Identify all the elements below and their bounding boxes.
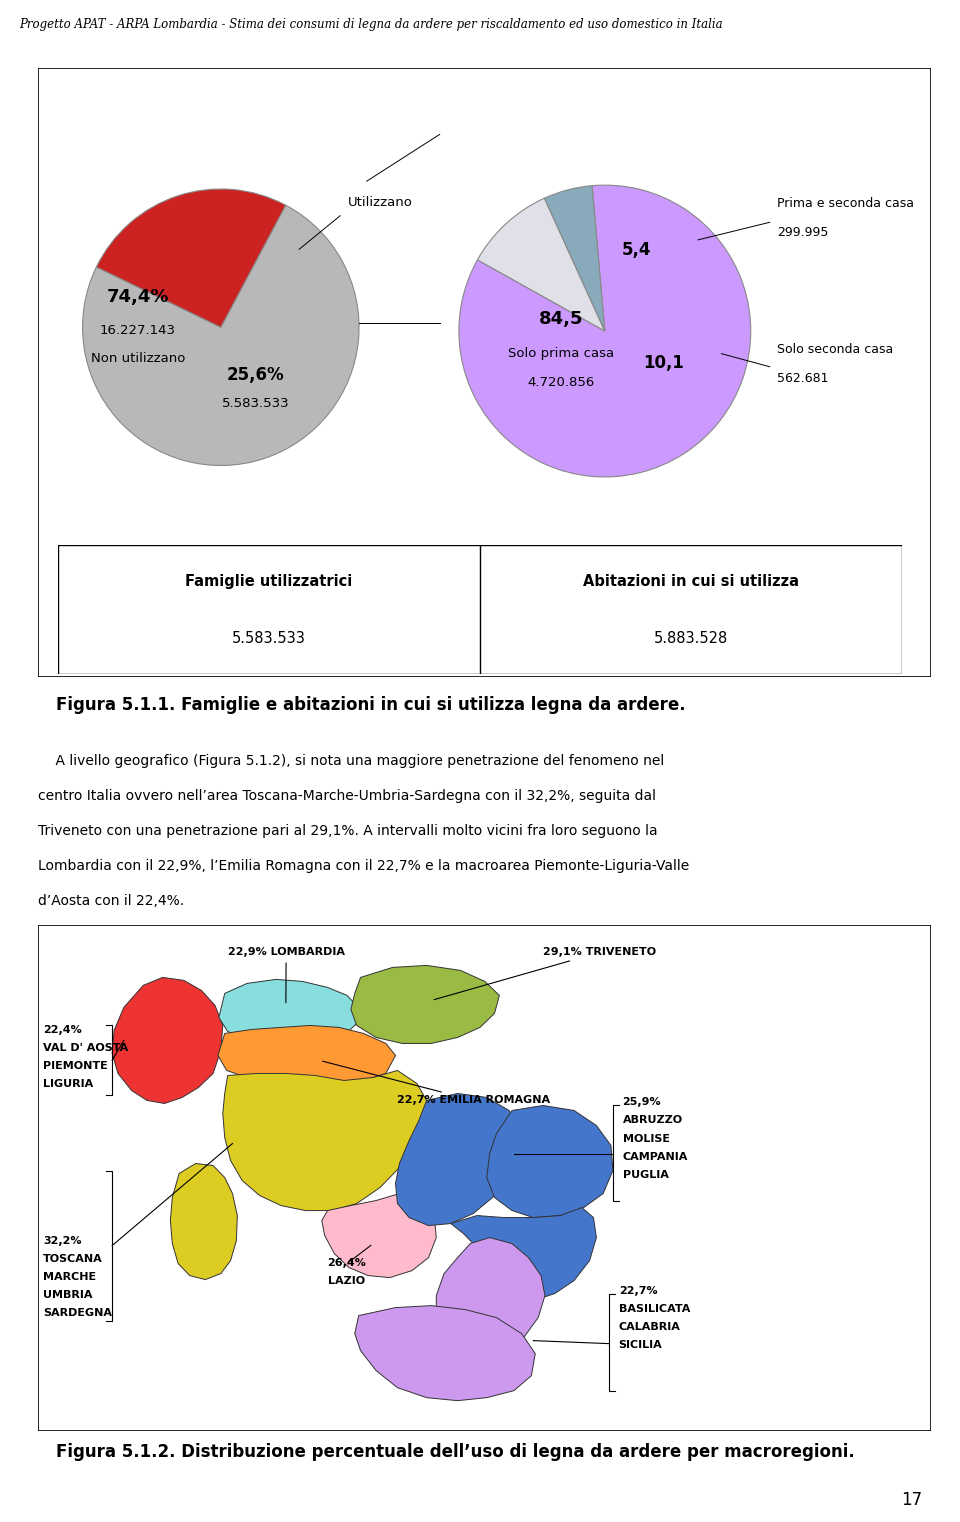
Text: LAZIO: LAZIO [327,1275,365,1286]
Text: Solo seconda casa: Solo seconda casa [777,342,893,356]
Text: 84,5: 84,5 [539,310,584,327]
Polygon shape [223,1070,426,1210]
Text: 25,9%: 25,9% [623,1097,661,1108]
Text: Figura 5.1.1. Famiglie e abitazioni in cui si utilizza legna da ardere.: Figura 5.1.1. Famiglie e abitazioni in c… [57,696,685,714]
Text: Famiglie utilizzatrici: Famiglie utilizzatrici [185,574,352,589]
Text: Triveneto con una penetrazione pari al 29,1%. A intervalli molto vicini fra loro: Triveneto con una penetrazione pari al 2… [38,823,658,837]
Text: 32,2%: 32,2% [43,1236,82,1245]
Text: UMBRIA: UMBRIA [43,1289,93,1300]
Text: BASILICATA: BASILICATA [619,1304,690,1313]
Text: VAL D' AOSTA: VAL D' AOSTA [43,1044,129,1053]
Polygon shape [451,1207,596,1301]
Text: PUGLIA: PUGLIA [623,1169,668,1180]
Text: SARDEGNA: SARDEGNA [43,1307,112,1318]
Text: d’Aosta con il 22,4%.: d’Aosta con il 22,4%. [38,893,184,907]
Polygon shape [219,980,359,1046]
Text: 5.583.533: 5.583.533 [222,397,289,411]
Text: Figura 5.1.2. Distribuzione percentuale dell’uso di legna da ardere per macroreg: Figura 5.1.2. Distribuzione percentuale … [57,1443,855,1461]
Text: 74,4%: 74,4% [107,288,169,306]
Text: 26,4%: 26,4% [327,1257,367,1268]
Text: MOLISE: MOLISE [623,1134,670,1143]
Text: PIEMONTE: PIEMONTE [43,1061,108,1071]
Wedge shape [96,189,286,327]
Text: CALABRIA: CALABRIA [619,1321,681,1332]
Text: 5,4: 5,4 [622,240,652,259]
Polygon shape [436,1237,545,1356]
Text: 17: 17 [901,1492,923,1508]
Text: 22,4%: 22,4% [43,1026,82,1035]
Text: CAMPANIA: CAMPANIA [623,1152,688,1161]
Text: Solo prima casa: Solo prima casa [508,347,614,361]
Text: 22,9% LOMBARDIA: 22,9% LOMBARDIA [228,947,345,1003]
Text: LIGURIA: LIGURIA [43,1079,93,1090]
Polygon shape [487,1105,612,1218]
Wedge shape [544,186,605,332]
Text: 29,1% TRIVENETO: 29,1% TRIVENETO [434,947,656,1000]
Polygon shape [170,1163,237,1280]
Text: 4.720.856: 4.720.856 [527,376,594,390]
Text: Prima e seconda casa: Prima e seconda casa [777,196,914,210]
Wedge shape [477,198,605,332]
Text: A livello geografico (Figura 5.1.2), si nota una maggiore penetrazione del fenom: A livello geografico (Figura 5.1.2), si … [38,753,664,767]
Text: Abitazioni in cui si utilizza: Abitazioni in cui si utilizza [583,574,799,589]
Polygon shape [396,1093,521,1225]
Wedge shape [83,205,359,466]
Text: 5.583.533: 5.583.533 [232,630,305,645]
Polygon shape [218,1026,396,1084]
Text: 10,1: 10,1 [643,353,684,371]
Text: MARCHE: MARCHE [43,1271,96,1282]
Polygon shape [112,977,223,1103]
Wedge shape [459,186,751,476]
Text: 16.227.143: 16.227.143 [100,324,176,338]
Text: ABRUZZO: ABRUZZO [623,1116,683,1125]
Text: SICILIA: SICILIA [619,1339,662,1350]
Text: Utilizzano: Utilizzano [348,196,413,209]
Text: 22,7%: 22,7% [619,1286,658,1295]
Text: TOSCANA: TOSCANA [43,1254,103,1263]
Polygon shape [322,1193,436,1277]
Text: Lombardia con il 22,9%, l’Emilia Romagna con il 22,7% e la macroarea Piemonte-Li: Lombardia con il 22,9%, l’Emilia Romagna… [38,858,689,872]
Text: 5.883.528: 5.883.528 [654,630,729,645]
Text: Progetto APAT - ARPA Lombardia - Stima dei consumi di legna da ardere per riscal: Progetto APAT - ARPA Lombardia - Stima d… [19,18,723,30]
Text: Non utilizzano: Non utilizzano [90,352,185,365]
Text: centro Italia ovvero nell’area Toscana-Marche-Umbria-Sardegna con il 32,2%, segu: centro Italia ovvero nell’area Toscana-M… [38,788,657,802]
Text: 562.681: 562.681 [777,371,828,385]
Polygon shape [351,965,499,1044]
Text: 22,7% EMILIA ROMAGNA: 22,7% EMILIA ROMAGNA [323,1061,551,1105]
Text: 299.995: 299.995 [777,227,828,239]
Polygon shape [355,1306,536,1400]
Text: 25,6%: 25,6% [227,365,284,384]
